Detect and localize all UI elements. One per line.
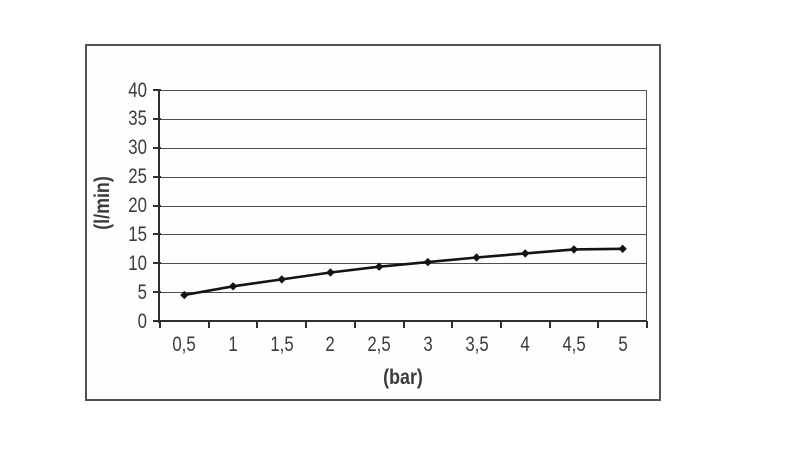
y-tick-mark — [153, 146, 161, 149]
data-point-marker-0,5 — [180, 290, 189, 300]
x-tick-label: 3,5 — [464, 333, 489, 356]
y-tick-mark — [153, 233, 161, 236]
y-tick-label: 40 — [128, 78, 147, 102]
gridline-y-20 — [160, 205, 646, 207]
x-tick-label: 3 — [423, 333, 433, 356]
plot-area — [160, 90, 647, 321]
x-tick-mark — [548, 321, 551, 328]
gridline-y-25 — [160, 176, 646, 178]
y-tick-label: 5 — [137, 280, 147, 304]
x-tick-mark — [353, 321, 356, 328]
x-tick-label: 1,5 — [270, 333, 294, 356]
y-tick-mark — [153, 175, 161, 178]
data-point-marker-1,5 — [277, 275, 286, 284]
y-tick-mark — [153, 117, 161, 120]
gridline-y-30 — [160, 147, 646, 149]
x-tick-label: 0,5 — [172, 333, 197, 356]
x-tick-label: 4 — [520, 333, 530, 356]
x-axis-title: (bar) — [383, 366, 423, 389]
data-point-marker-2,5 — [374, 262, 384, 271]
x-tick-mark — [256, 321, 259, 328]
y-tick-label: 20 — [128, 194, 147, 217]
y-tick-label: 30 — [128, 136, 147, 160]
x-tick-label: 5 — [617, 333, 628, 356]
x-tick-mark — [402, 321, 405, 328]
y-tick-mark — [153, 204, 161, 207]
x-tick-mark — [597, 321, 600, 328]
y-tick-mark — [153, 262, 161, 265]
data-point-marker-4 — [521, 249, 530, 258]
gridline-y-15 — [160, 234, 646, 236]
x-tick-label: 1 — [228, 333, 238, 356]
data-point-marker-4,5 — [569, 245, 579, 254]
y-tick-label: 10 — [128, 251, 147, 275]
x-tick-label: 4,5 — [562, 333, 586, 356]
x-tick-mark — [305, 321, 308, 328]
chart-frame: (l/min) 0 5 10 15 20 25 30 35 40 0,5 1 1,5 2 2,5 3 3,5… — [85, 44, 661, 401]
y-tick-label: 15 — [128, 222, 147, 246]
x-tick-mark — [159, 321, 161, 328]
y-tick-mark — [153, 320, 161, 322]
data-point-marker-3,5 — [472, 253, 481, 262]
x-tick-mark — [207, 321, 210, 328]
x-tick-label: 2 — [325, 333, 336, 356]
data-point-marker-5 — [618, 244, 627, 254]
flow-rate-series — [180, 244, 627, 300]
gridline-y-40 — [160, 90, 646, 91]
x-tick-mark — [499, 321, 502, 328]
y-tick-mark — [153, 291, 161, 294]
series-line — [183, 247, 625, 297]
y-tick-label: 0 — [137, 309, 147, 333]
y-tick-label: 25 — [128, 165, 147, 189]
y-tick-mark — [153, 89, 161, 91]
data-point-marker-1 — [228, 282, 238, 291]
data-point-marker-3 — [423, 257, 433, 267]
x-tick-label: 2,5 — [367, 333, 391, 356]
x-tick-mark — [451, 321, 454, 328]
y-tick-label: 35 — [128, 107, 147, 131]
gridline-y-5 — [160, 292, 646, 294]
x-tick-mark — [646, 321, 648, 328]
gridline-y-35 — [160, 118, 646, 120]
y-axis-line — [158, 90, 160, 323]
data-point-marker-2 — [326, 268, 335, 277]
